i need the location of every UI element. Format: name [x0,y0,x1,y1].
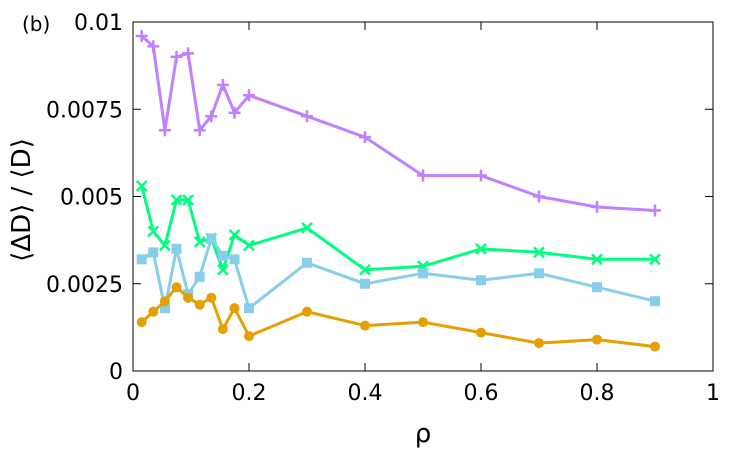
x-tick-label: 0.4 [348,381,383,406]
data-point-1 [135,29,148,42]
data-point-4 [244,331,254,342]
data-point-2 [170,194,183,206]
data-point-3 [206,233,217,244]
data-point-4 [136,317,147,328]
data-point-3 [217,250,228,261]
y-tick-label: 0.0075 [46,98,123,123]
data-point-4 [418,317,428,328]
data-point-4 [206,292,217,303]
data-point-2 [228,229,241,241]
data-point-3 [229,254,240,265]
plot-area: 0 0.2 0.4 0.6 0.8 1 0 0.0025 0.005 0.0075 0.01 [46,11,720,406]
data-point-3 [302,257,312,268]
data-point-2 [217,263,229,276]
x-tick-label: 0.6 [464,381,499,406]
data-point-2 [135,180,148,192]
data-point-4 [194,299,205,310]
data-point-4 [171,282,182,293]
data-point-1 [147,40,160,53]
data-point-2 [147,225,160,238]
x-axis-title: ρ [415,419,432,449]
data-point-1 [649,204,661,217]
data-point-4 [229,303,240,314]
data-point-4 [476,327,486,338]
y-tick-label: 0.005 [60,186,123,211]
data-point-3 [148,247,159,258]
data-point-4 [159,296,170,307]
data-point-2 [591,253,603,266]
data-point-4 [217,324,228,335]
series-line-4 [140,285,656,349]
y-axis-title: ⟨ΔD⟩ / ⟨D⟩ [7,138,37,262]
y-tick-label: 0.0025 [46,273,123,298]
panel-label: (b) [22,12,50,36]
data-point-2 [649,253,661,266]
data-point-3 [244,303,254,314]
x-tick-label: 0.8 [580,381,615,406]
data-point-2 [193,235,206,248]
x-tick-label: 1 [706,381,720,406]
series-line-1 [140,34,656,212]
x-tick-label: 0 [126,381,140,406]
data-point-4 [302,306,312,317]
data-point-2 [301,222,313,234]
data-point-3 [476,275,486,286]
data-point-1 [591,200,603,213]
data-point-4 [148,306,159,317]
data-point-4 [183,292,194,303]
data-point-1 [475,169,487,182]
data-point-1 [205,110,218,123]
data-point-1 [193,124,206,137]
x-tick-label: 0.2 [232,381,267,406]
data-point-4 [534,338,544,349]
data-point-3 [592,282,602,293]
data-point-3 [418,268,428,279]
data-point-4 [360,320,370,331]
data-point-2 [182,194,194,206]
data-point-1 [216,78,229,91]
data-point-1 [158,124,171,137]
data-point-4 [650,341,660,352]
data-point-3 [194,271,205,282]
data-point-1 [182,47,195,60]
data-point-1 [301,110,313,123]
data-point-2 [243,239,255,252]
data-point-3 [360,278,370,289]
data-point-2 [475,242,487,255]
data-point-1 [228,106,241,119]
y-tick-label: 0.01 [74,11,123,36]
data-point-2 [533,246,545,259]
data-point-1 [170,50,183,63]
data-point-1 [243,89,255,102]
data-point-3 [159,303,170,314]
data-point-3 [534,268,544,279]
data-point-2 [359,263,371,276]
data-point-4 [592,334,602,345]
data-point-3 [136,254,147,265]
data-point-2 [159,239,171,252]
data-point-1 [359,131,371,144]
data-point-3 [650,296,660,307]
data-point-1 [533,190,545,203]
data-point-3 [171,243,182,254]
y-tick-label: 0 [109,360,123,385]
data-point-1 [417,169,429,182]
